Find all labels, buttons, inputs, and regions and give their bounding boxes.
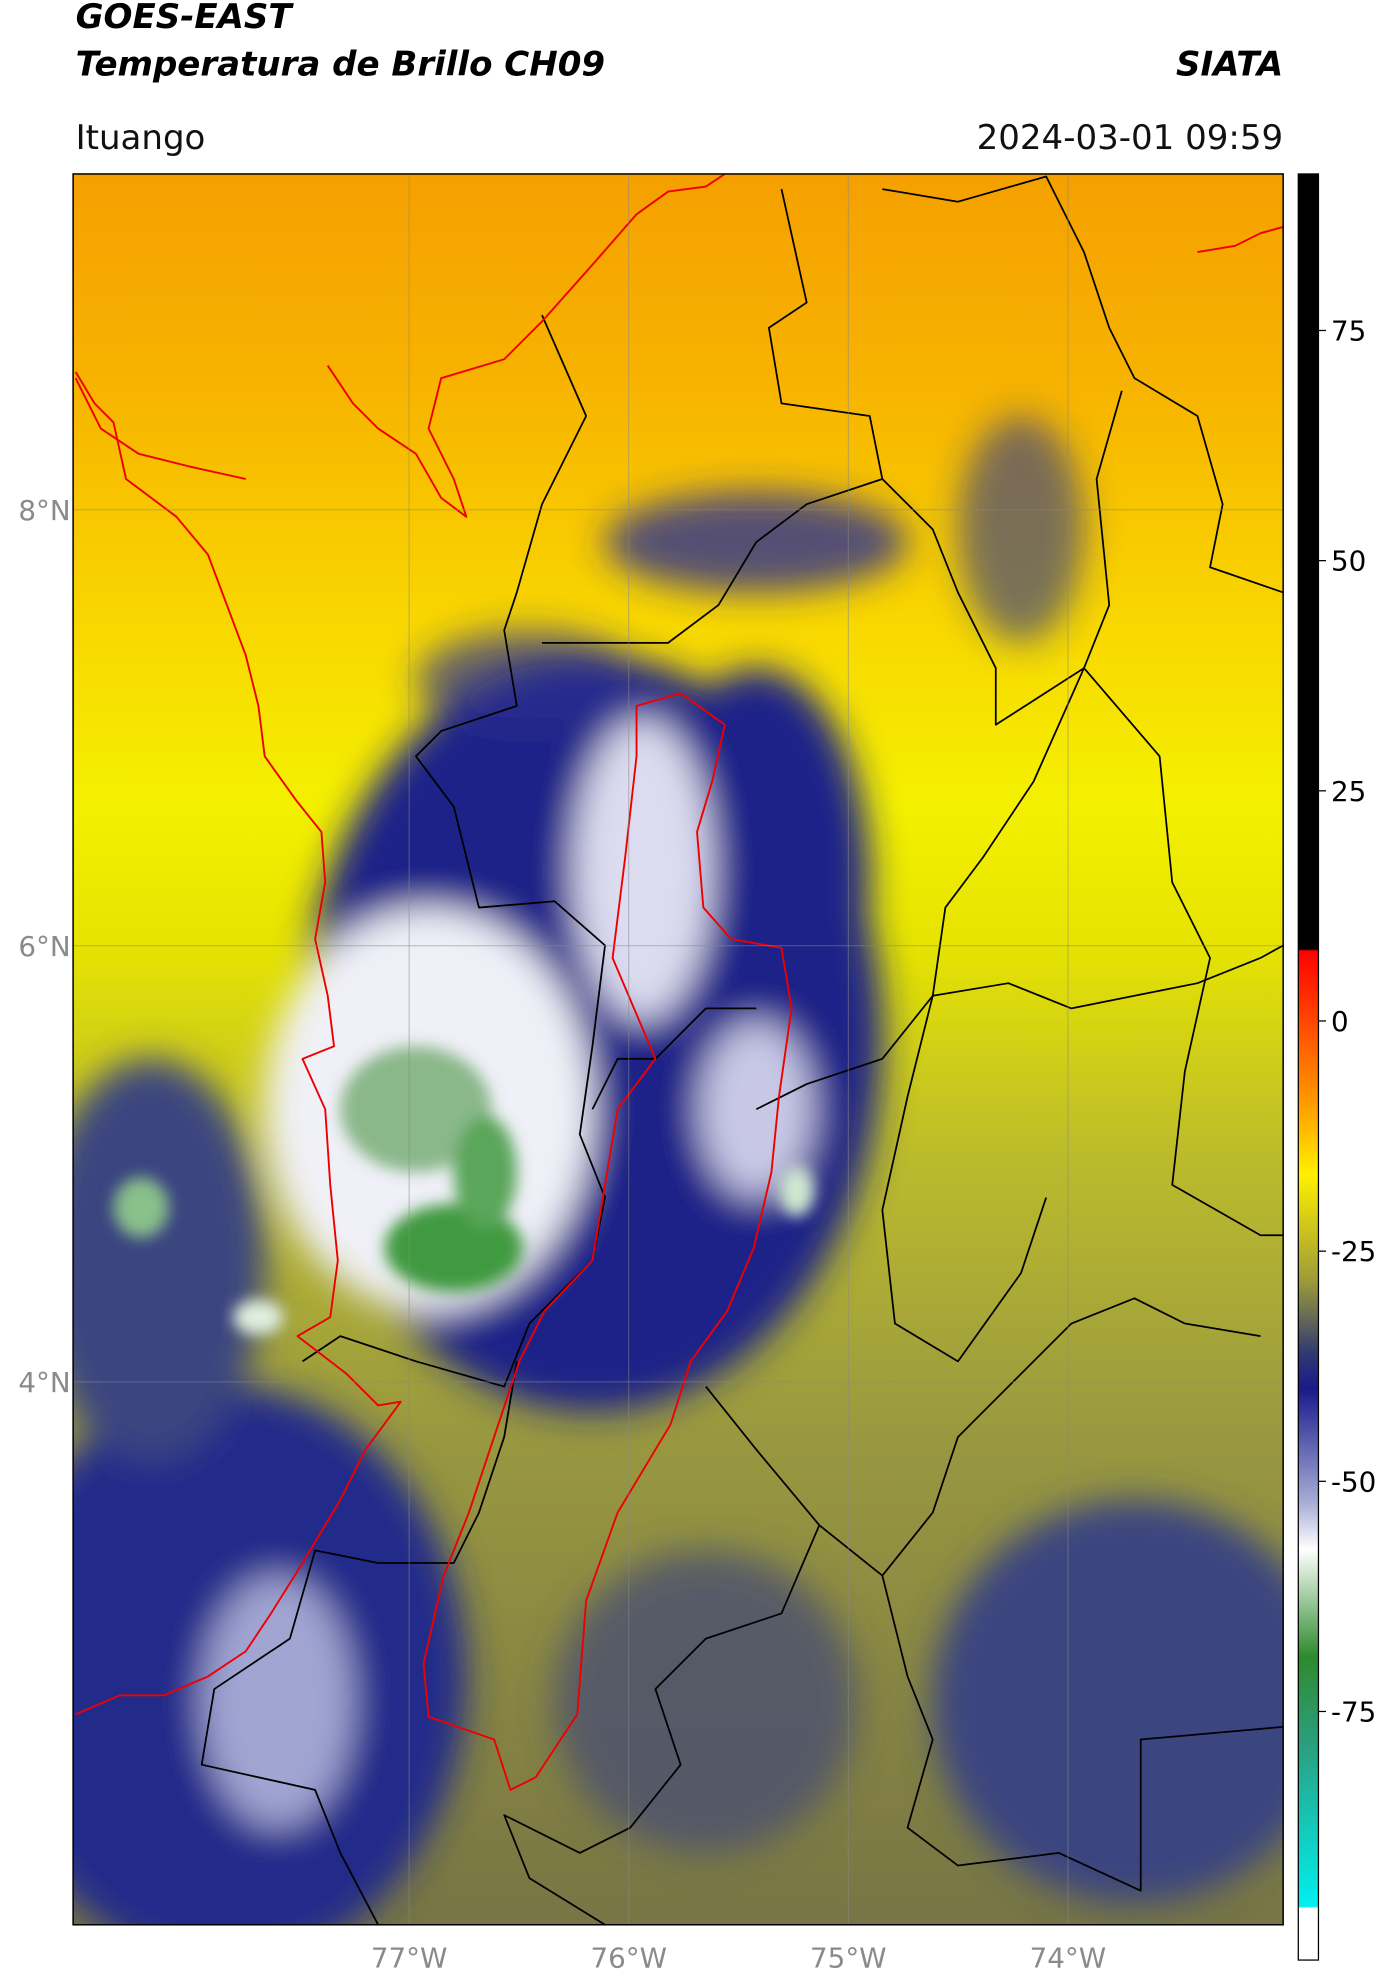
coastline	[74, 371, 402, 1716]
border	[881, 1575, 1284, 1892]
border	[302, 314, 606, 1388]
datetime: 2024-03-01 09:59	[977, 118, 1284, 158]
labels: 77°W 76°W 75°W 74°W 4°N 6°N 8°N 75 50 25 0 -25 -50 -7…	[18, 315, 1376, 1975]
border	[503, 1524, 821, 1925]
colorbar-tick-label: 0	[1331, 1005, 1349, 1038]
border	[882, 175, 1284, 594]
y-tick-label: 4°N	[18, 1366, 70, 1399]
subtitle: Temperatura de Brillo CH09	[76, 45, 605, 85]
colorbar-tick-label: -25	[1331, 1235, 1376, 1268]
boundaries	[74, 173, 1284, 1925]
coastline	[1197, 225, 1284, 254]
colorbar-tick-label: 50	[1331, 545, 1366, 578]
colorbar-tick-label: -50	[1331, 1465, 1376, 1498]
border	[932, 944, 1284, 1010]
x-tick-label: 76°W	[590, 1942, 667, 1975]
x-tick-label: 74°W	[1030, 1942, 1107, 1975]
x-tick-label: 75°W	[810, 1942, 887, 1975]
border	[200, 1361, 518, 1925]
y-tick-label: 6°N	[18, 930, 70, 963]
source: SIATA	[1176, 45, 1283, 85]
colorbar-tick-label: 75	[1331, 315, 1366, 348]
border	[1083, 667, 1284, 1237]
coastline	[326, 173, 726, 518]
coastline	[74, 377, 246, 480]
y-tick-label: 8°N	[18, 494, 70, 527]
map-frame	[72, 173, 1284, 1926]
region: Ituango	[76, 118, 206, 158]
x-tick-label: 77°W	[371, 1942, 448, 1975]
imagery	[73, 173, 1284, 1925]
cloud-field	[73, 415, 1284, 1925]
border	[705, 1297, 1261, 1577]
colorbar-tick-label: 25	[1331, 775, 1366, 808]
colorbar-tick-label: -75	[1331, 1696, 1376, 1729]
title: GOES-EAST	[76, 0, 295, 37]
border	[542, 478, 883, 644]
cold-cores	[113, 1046, 815, 1335]
border	[768, 188, 1123, 726]
border	[881, 667, 1085, 1363]
department-outline	[422, 692, 793, 1791]
colorbar	[1297, 173, 1320, 1961]
graticule	[73, 173, 1284, 1925]
